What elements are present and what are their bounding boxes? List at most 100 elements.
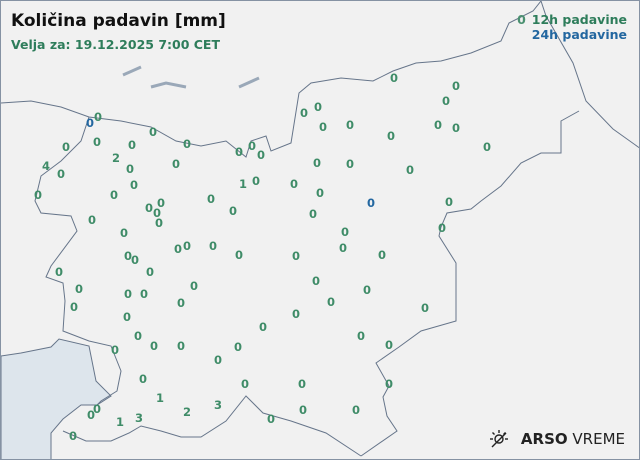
station-value: 0 [345,157,355,171]
station-value: 0 [206,192,216,206]
station-value: 0 [144,201,154,215]
station-value: 0 [297,377,307,391]
station-value: 0 [441,94,451,108]
station-value: 0 [318,120,328,134]
logo-brand: ARSO [520,430,568,448]
station-value: 0 [86,408,96,422]
station-value: 3 [213,398,223,412]
country-border [1,1,542,158]
country-border [34,116,122,407]
station-value: 0 [405,163,415,177]
station-value: 0 [123,287,133,301]
station-value: 0 [110,343,120,357]
station-value: 0 [338,241,348,255]
country-border [540,1,639,149]
station-value: 0 [433,118,443,132]
station-value: 0 [437,221,447,235]
station-value: 0 [74,282,84,296]
station-value: 0 [384,338,394,352]
country-border [62,395,362,457]
station-value: 3 [134,411,144,425]
station-value: 0 [251,174,261,188]
station-value: 0 [152,206,162,220]
station-value: 0 [189,279,199,293]
station-value: 0 [258,320,268,334]
station-value: 0 [33,188,43,202]
station-value: 0 [234,248,244,262]
station-value: 0 [345,118,355,132]
station-value: 0 [256,148,266,162]
station-value: 0 [171,157,181,171]
station-value: 0 [182,137,192,151]
station-value: 0 [289,177,299,191]
station-value: 0 [451,79,461,93]
legend-12h: 12h padavine [531,12,627,27]
station-value: 0 [228,204,238,218]
station-value: 0 [87,213,97,227]
station-value: 0 [444,195,454,209]
station-value: 1 [155,391,165,405]
station-value: 0 [69,300,79,314]
station-value: 0 [173,242,183,256]
station-value: 0 [130,253,140,267]
station-value: 0 [313,100,323,114]
station-value: 0 [125,162,135,176]
station-value: 0 [299,106,309,120]
station-value: 0 [68,429,78,443]
station-value: 0 [451,121,461,135]
station-value: 0 [56,167,66,181]
station-value: 0 [176,296,186,310]
station-value: 0 [92,135,102,149]
station-value: 0 [384,377,394,391]
station-value: 0 [240,377,250,391]
map-title: Količina padavin [mm] [11,11,226,31]
station-value: 0 [420,301,430,315]
station-value: 0 [54,265,64,279]
station-value: 0 [482,140,492,154]
station-value: 0 [340,225,350,239]
station-value: 0 [119,226,129,240]
station-value: 0 [176,339,186,353]
station-value: 0 [123,249,133,263]
station-value: 0 [154,216,164,230]
lake [238,76,260,89]
station-value: 1 [238,177,248,191]
station-value: 0 [311,274,321,288]
legend: 0 12h padavine 24h padavine [517,12,627,42]
station-value: 0 [377,248,387,262]
station-value: 0 [133,329,143,343]
station-value: 0 [308,207,318,221]
station-value: 0 [61,140,71,154]
logo-product: VREME [572,430,625,448]
station-value: 0 [266,412,276,426]
lake [150,81,187,89]
station-value: 0 [315,186,325,200]
station-value: 0 [234,145,244,159]
station-value: 0 [351,403,361,417]
station-value: 4 [41,159,51,173]
station-value: 2 [111,151,121,165]
station-value: 0 [356,329,366,343]
station-value: 0 [389,71,399,85]
station-value: 0 [386,129,396,143]
station-value: 0 [362,283,372,297]
station-value: 0 [326,295,336,309]
station-value: 0 [208,239,218,253]
station-value: 0 [182,239,192,253]
adriatic-sea [1,338,112,459]
station-value: 0 [145,265,155,279]
station-value: 0 [366,196,376,210]
station-value: 0 [298,403,308,417]
station-value: 0 [156,196,166,210]
arso-logo: ARSO VREME [489,429,625,449]
station-value: 2 [182,405,192,419]
legend-24h: 24h padavine [531,27,627,42]
station-value: 0 [138,372,148,386]
lake [122,65,142,77]
station-value: 0 [92,402,102,416]
station-value: 0 [291,307,301,321]
station-value: 0 [148,125,158,139]
station-value: 0 [85,116,95,130]
